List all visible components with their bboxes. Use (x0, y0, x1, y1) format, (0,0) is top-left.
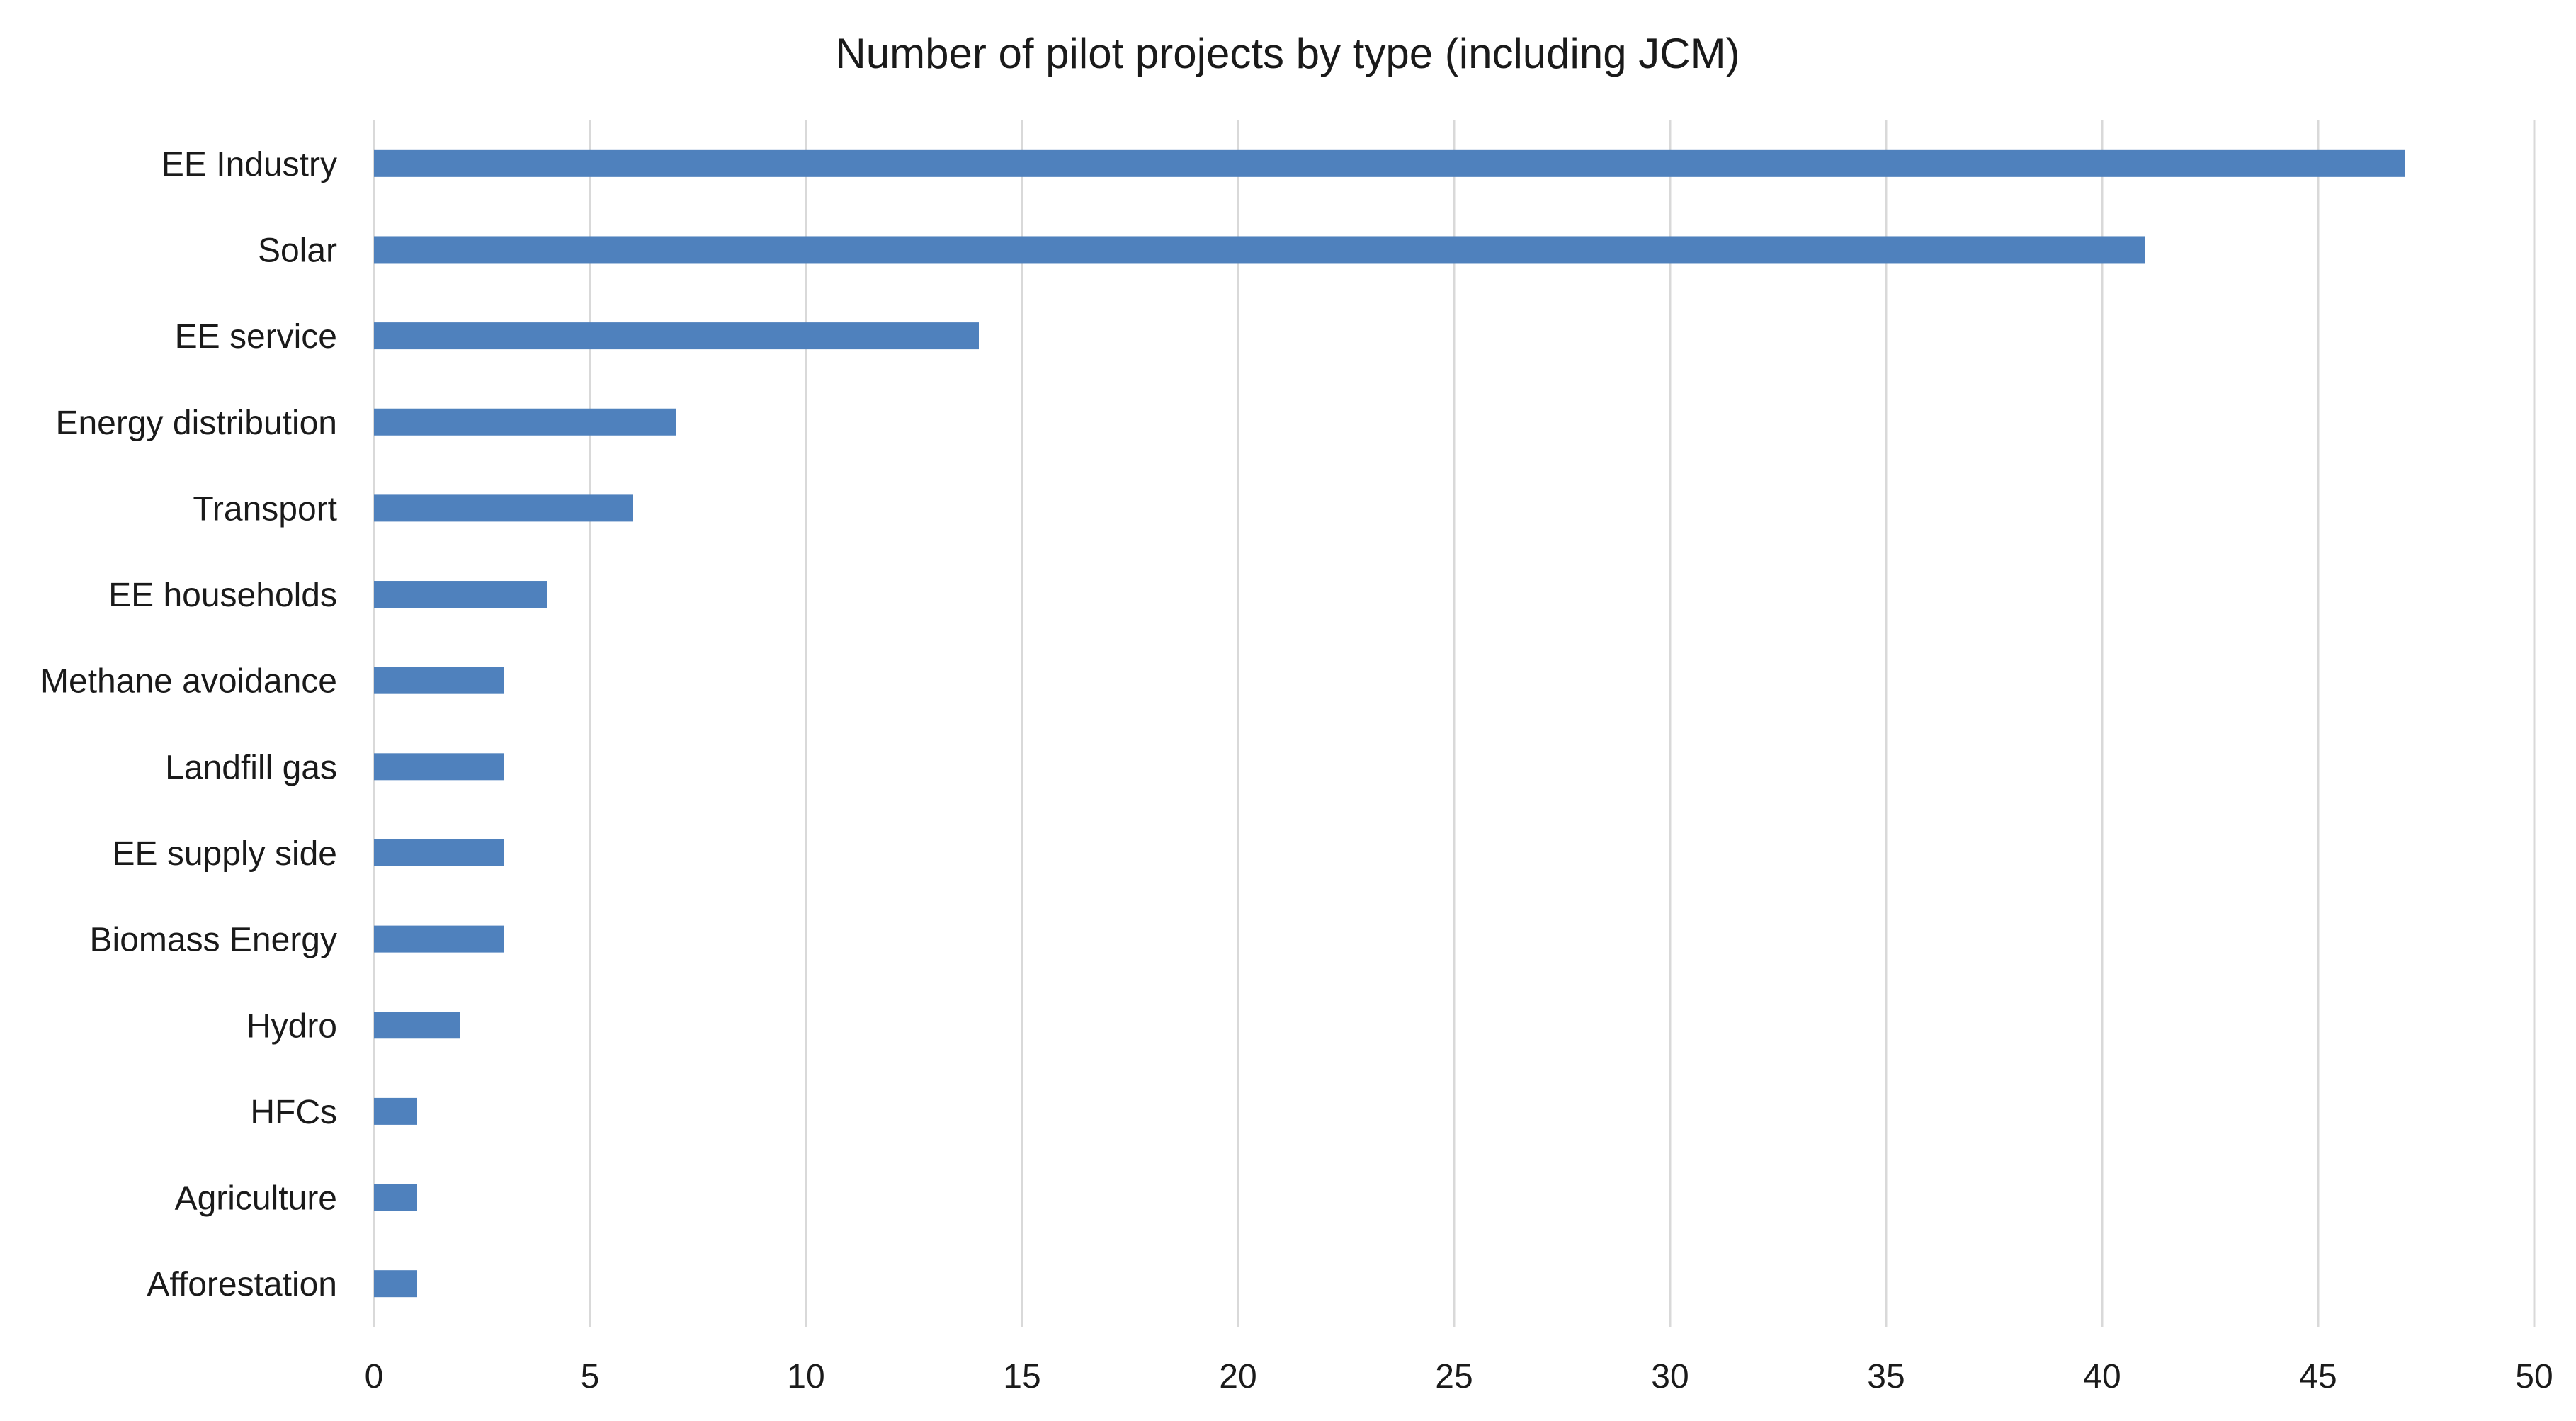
category-label: EE supply side (112, 835, 337, 873)
category-label: Landfill gas (165, 749, 337, 786)
x-tick-label: 25 (1435, 1358, 1473, 1395)
category-label: HFCs (250, 1094, 337, 1131)
category-label: Agriculture (175, 1180, 337, 1218)
bar (374, 839, 504, 866)
bar (374, 1270, 417, 1298)
bars (374, 149, 2405, 1298)
category-label: Biomass Energy (90, 922, 337, 959)
category-label: Solar (258, 232, 337, 269)
category-label: Methane avoidance (40, 663, 337, 701)
bar (374, 1012, 460, 1039)
x-tick-label: 5 (581, 1358, 600, 1395)
category-label: Transport (193, 490, 337, 528)
category-label: EE households (108, 577, 337, 614)
category-label: Hydro (246, 1007, 337, 1045)
bar (374, 1097, 417, 1125)
x-tick-label: 35 (1867, 1358, 1905, 1395)
x-tick-label: 0 (365, 1358, 384, 1395)
x-tick-label: 40 (2083, 1358, 2121, 1395)
chart-title: Number of pilot projects by type (includ… (835, 30, 1740, 77)
bar (374, 322, 979, 350)
category-label: Afforestation (147, 1266, 337, 1303)
x-tick-label: 30 (1651, 1358, 1689, 1395)
gridlines (373, 120, 2536, 1327)
bar (374, 149, 2405, 177)
x-tick-label: 20 (1219, 1358, 1256, 1395)
category-label: Energy distribution (55, 404, 337, 442)
x-tick-label: 10 (787, 1358, 824, 1395)
bar (374, 925, 504, 953)
bar (374, 581, 547, 608)
x-tick-labels: 0 5 10 15 20 25 30 35 40 45 50 (365, 1358, 2553, 1395)
bar (374, 494, 633, 522)
bar (374, 408, 676, 436)
x-tick-label: 15 (1003, 1358, 1040, 1395)
category-labels: EE Industry Solar EE service Energy distrib… (40, 146, 337, 1303)
category-label: EE Industry (161, 146, 337, 183)
x-tick-label: 50 (2515, 1358, 2553, 1395)
category-label: EE service (175, 318, 337, 356)
bar (374, 667, 504, 694)
bar (374, 753, 504, 781)
bar (374, 1184, 417, 1211)
bar (374, 236, 2145, 264)
x-tick-label: 45 (2299, 1358, 2337, 1395)
